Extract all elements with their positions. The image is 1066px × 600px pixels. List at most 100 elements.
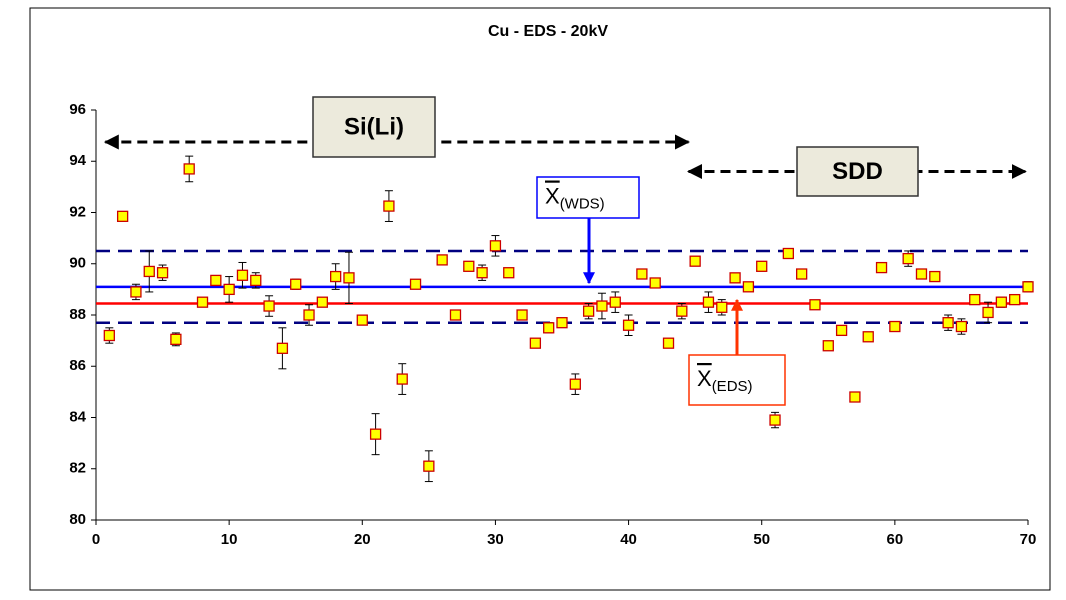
y-tick-label: 84	[69, 408, 86, 425]
data-point	[809, 299, 821, 311]
data-point	[875, 261, 888, 274]
data-point	[529, 337, 542, 349]
data-point	[290, 278, 302, 290]
data-point	[942, 317, 954, 329]
mean-label: X(EDS)	[697, 366, 753, 395]
data-point	[449, 309, 462, 321]
x-tick-label: 70	[1020, 531, 1037, 548]
data-point	[196, 296, 209, 308]
data-point	[889, 320, 901, 333]
data-point	[995, 296, 1008, 308]
label-box	[688, 354, 786, 406]
data-point	[210, 274, 222, 287]
data-point	[849, 391, 861, 403]
y-tick-label: 88	[69, 306, 86, 323]
data-point	[103, 329, 115, 342]
data-point	[676, 305, 688, 317]
data-point	[489, 240, 502, 252]
data-point	[982, 306, 994, 319]
chart-title: Cu - EDS - 20kV	[488, 23, 608, 40]
data-point	[276, 342, 289, 354]
data-point	[862, 331, 874, 343]
data-point	[1009, 293, 1021, 306]
data-point	[835, 324, 848, 337]
mean-subscript: (WDS)	[560, 195, 605, 212]
data-point	[689, 255, 701, 267]
data-point	[409, 278, 422, 290]
data-point	[969, 293, 981, 306]
data-point	[436, 254, 448, 266]
mean-label: X(WDS)	[545, 183, 605, 212]
x-tick-label: 50	[753, 531, 770, 548]
data-point	[596, 300, 608, 312]
data-point	[130, 286, 142, 298]
data-point	[929, 270, 941, 283]
y-tick-label: 90	[69, 255, 86, 272]
data-point	[769, 414, 781, 426]
data-point	[622, 319, 635, 331]
mean-symbol: X	[697, 366, 712, 391]
label-box	[536, 176, 640, 219]
data-point	[716, 301, 728, 313]
data-point	[582, 305, 595, 317]
region-label: Si(Li)	[344, 113, 404, 140]
data-point	[1022, 281, 1034, 293]
data-point	[543, 322, 555, 334]
data-point	[503, 267, 515, 279]
data-point	[170, 333, 182, 345]
x-tick-label: 0	[92, 531, 100, 548]
x-tick-label: 60	[887, 531, 904, 548]
data-point	[702, 296, 715, 308]
data-point	[236, 269, 249, 281]
x-tick-label: 40	[620, 531, 637, 548]
data-point	[330, 270, 342, 283]
data-point	[223, 283, 235, 296]
data-point	[609, 296, 621, 308]
data-point	[649, 277, 661, 289]
data-point	[516, 309, 528, 321]
y-tick-label: 80	[69, 511, 86, 528]
data-point	[662, 337, 675, 349]
data-point	[902, 252, 914, 265]
x-tick-label: 30	[487, 531, 504, 548]
mean-subscript: (EDS)	[712, 378, 753, 395]
data-point	[756, 260, 768, 272]
x-tick-label: 10	[221, 531, 238, 548]
data-point	[729, 272, 741, 284]
data-point	[303, 309, 315, 321]
data-point	[476, 267, 488, 279]
data-point	[822, 340, 834, 352]
data-point	[742, 281, 755, 293]
data-point	[356, 314, 368, 326]
data-point	[423, 460, 435, 472]
data-point	[156, 267, 169, 279]
chart-frame	[29, 7, 1051, 591]
y-tick-label: 96	[69, 101, 86, 118]
data-point	[263, 300, 275, 312]
y-tick-label: 92	[69, 203, 86, 220]
data-point	[782, 247, 794, 260]
data-point	[183, 163, 195, 175]
data-point	[955, 320, 968, 333]
data-point	[796, 268, 808, 280]
data-point	[636, 268, 648, 280]
data-point	[463, 260, 475, 272]
region-label-box	[796, 146, 919, 197]
region-label-box	[312, 96, 436, 158]
data-point	[143, 265, 155, 278]
mean-symbol: X	[545, 183, 560, 208]
y-tick-label: 82	[69, 460, 86, 477]
region-label: SDD	[832, 158, 883, 185]
data-point	[369, 428, 382, 440]
data-point	[116, 210, 129, 222]
y-tick-label: 86	[69, 357, 86, 374]
data-point	[396, 373, 408, 385]
y-tick-label: 94	[69, 152, 86, 169]
data-point	[250, 274, 262, 287]
data-point	[556, 317, 568, 329]
data-point	[569, 378, 581, 390]
data-point	[343, 272, 355, 284]
x-tick-label: 20	[354, 531, 371, 548]
data-point	[316, 296, 328, 308]
